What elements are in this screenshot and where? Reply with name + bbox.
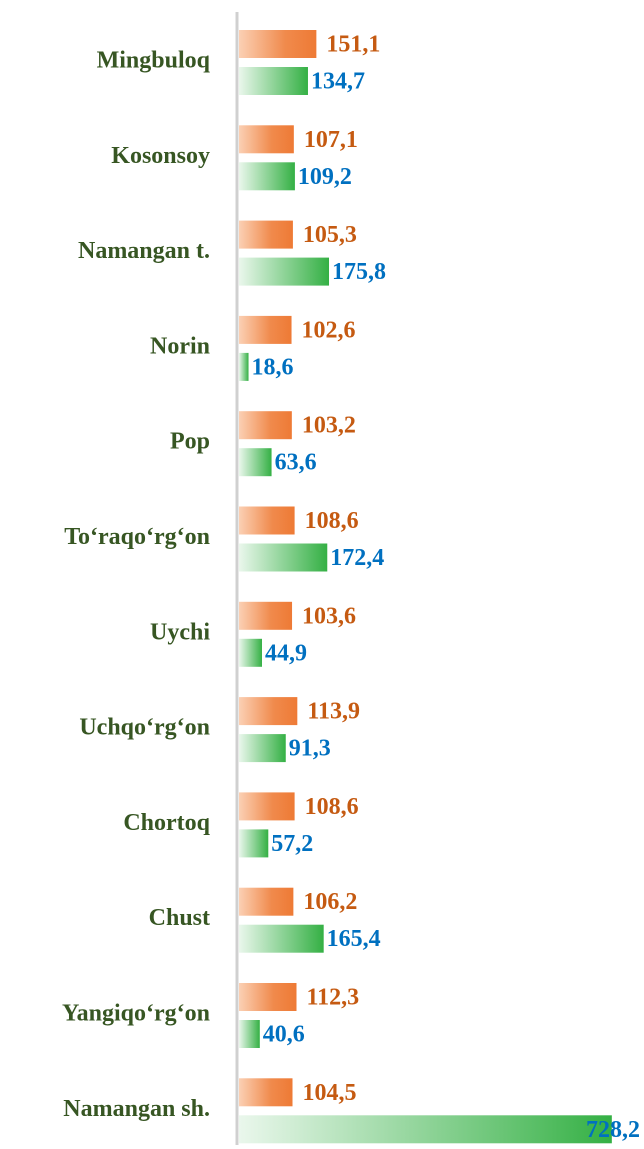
bar [239, 448, 272, 477]
value-label: 106,2 [303, 889, 357, 915]
category-label: Mingbuloq [97, 48, 211, 74]
value-label: 165,4 [327, 926, 381, 952]
category-label: Chortoq [123, 810, 210, 836]
value-label: 108,6 [305, 794, 359, 820]
bar [239, 352, 249, 381]
value-label: 728,2 [586, 1117, 640, 1143]
value-label: 91,3 [289, 736, 331, 762]
bar [239, 315, 292, 344]
bar [239, 924, 324, 953]
bar [239, 162, 295, 191]
bar [239, 638, 262, 667]
value-label: 57,2 [271, 831, 313, 857]
value-label: 40,6 [263, 1022, 305, 1048]
bar [239, 601, 293, 630]
value-label: 104,5 [303, 1080, 357, 1106]
bar [239, 506, 295, 535]
category-label: Pop [170, 429, 210, 455]
value-label: 103,6 [302, 603, 356, 629]
value-label: 172,4 [330, 545, 384, 571]
bar [239, 67, 308, 95]
category-label: Namangan t. [78, 238, 210, 264]
value-label: 102,6 [302, 317, 356, 343]
category-label: Norin [150, 333, 210, 359]
bar [239, 792, 295, 821]
category-label: Uchqo‘rg‘on [79, 715, 210, 741]
value-label: 112,3 [306, 985, 359, 1011]
bar [239, 829, 269, 858]
value-label: 175,8 [332, 259, 386, 285]
bar [239, 697, 298, 726]
category-label: Yangiqo‘rg‘on [62, 1001, 210, 1027]
value-label: 105,3 [303, 222, 357, 248]
value-label: 18,6 [252, 354, 294, 380]
category-label: Namangan sh. [63, 1096, 210, 1122]
value-label: 134,7 [311, 69, 365, 95]
category-label: Chust [149, 905, 210, 931]
bar [239, 30, 317, 58]
value-label: 109,2 [298, 164, 352, 190]
bar [239, 734, 286, 763]
bar [239, 220, 293, 249]
bar [239, 543, 328, 572]
value-label: 151,1 [326, 32, 380, 58]
value-label: 113,9 [307, 699, 360, 725]
bar [239, 257, 330, 286]
value-label: 107,1 [304, 127, 358, 153]
bar [239, 1078, 293, 1107]
value-label: 63,6 [275, 450, 317, 476]
bar [239, 125, 294, 154]
bar [239, 983, 297, 1011]
category-label: Kosonsoy [111, 143, 210, 169]
value-label: 108,6 [305, 508, 359, 534]
bar [239, 1115, 612, 1144]
value-label: 103,2 [302, 413, 356, 439]
bar [239, 411, 292, 440]
category-label: Uychi [150, 619, 210, 645]
value-label: 44,9 [265, 640, 307, 666]
bar [239, 887, 294, 916]
category-label: To‘raqo‘rg‘on [64, 524, 210, 550]
bar [239, 1020, 260, 1048]
